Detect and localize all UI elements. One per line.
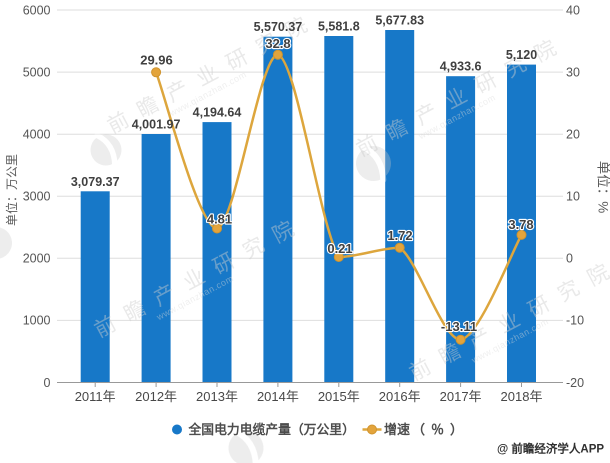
svg-text:2011年: 2011年	[75, 389, 116, 404]
svg-text:5,120: 5,120	[506, 48, 537, 62]
svg-text:1000: 1000	[23, 314, 51, 328]
svg-text:5,570.37: 5,570.37	[254, 20, 303, 34]
svg-text:4,001.97: 4,001.97	[132, 118, 181, 132]
svg-text:单位：%: 单位：%	[596, 161, 610, 214]
svg-text:-13.11: -13.11	[441, 319, 477, 334]
svg-text:3,079.37: 3,079.37	[71, 175, 120, 189]
svg-text:2017年: 2017年	[440, 389, 482, 404]
svg-text:20: 20	[566, 128, 580, 142]
svg-text:5,677.83: 5,677.83	[375, 14, 424, 28]
svg-text:6000: 6000	[23, 3, 51, 17]
svg-text:0: 0	[566, 252, 573, 266]
svg-text:-20: -20	[566, 376, 584, 390]
svg-text:5000: 5000	[23, 65, 51, 79]
svg-text:2000: 2000	[23, 252, 51, 266]
svg-text:增速（％）: 增速 （％）	[384, 422, 469, 437]
svg-text:2012年: 2012年	[135, 389, 177, 404]
svg-text:2016年: 2016年	[379, 389, 421, 404]
svg-text:0: 0	[44, 376, 51, 390]
svg-text:2013年: 2013年	[196, 389, 238, 404]
svg-text:2018年: 2018年	[501, 389, 543, 404]
svg-text:2014年: 2014年	[257, 389, 299, 404]
svg-text:3.78: 3.78	[508, 217, 533, 232]
svg-text:4,933.6: 4,933.6	[440, 60, 482, 74]
svg-text:32.8: 32.8	[265, 36, 290, 51]
svg-text:4000: 4000	[23, 128, 51, 142]
svg-text:4.81: 4.81	[207, 212, 232, 227]
svg-text:2015年: 2015年	[318, 389, 360, 404]
svg-text:40: 40	[566, 3, 580, 17]
svg-text:10: 10	[566, 190, 580, 204]
svg-text:1.72: 1.72	[387, 228, 412, 243]
svg-text:0.21: 0.21	[327, 241, 352, 256]
svg-text:-10: -10	[566, 314, 584, 328]
svg-text:5,581.8: 5,581.8	[318, 20, 360, 34]
svg-text:3000: 3000	[23, 190, 51, 204]
svg-text:29.96: 29.96	[140, 53, 173, 68]
svg-text:单位：万公里: 单位：万公里	[4, 154, 19, 226]
svg-text:4,194.64: 4,194.64	[193, 106, 242, 120]
svg-text:全国电力电缆产量（万公里）: 全国电力电缆产量（万公里）	[188, 422, 355, 437]
svg-text:@ 前瞻经济学人APP: @ 前瞻经济学人APP	[497, 442, 604, 456]
svg-text:30: 30	[566, 65, 580, 79]
